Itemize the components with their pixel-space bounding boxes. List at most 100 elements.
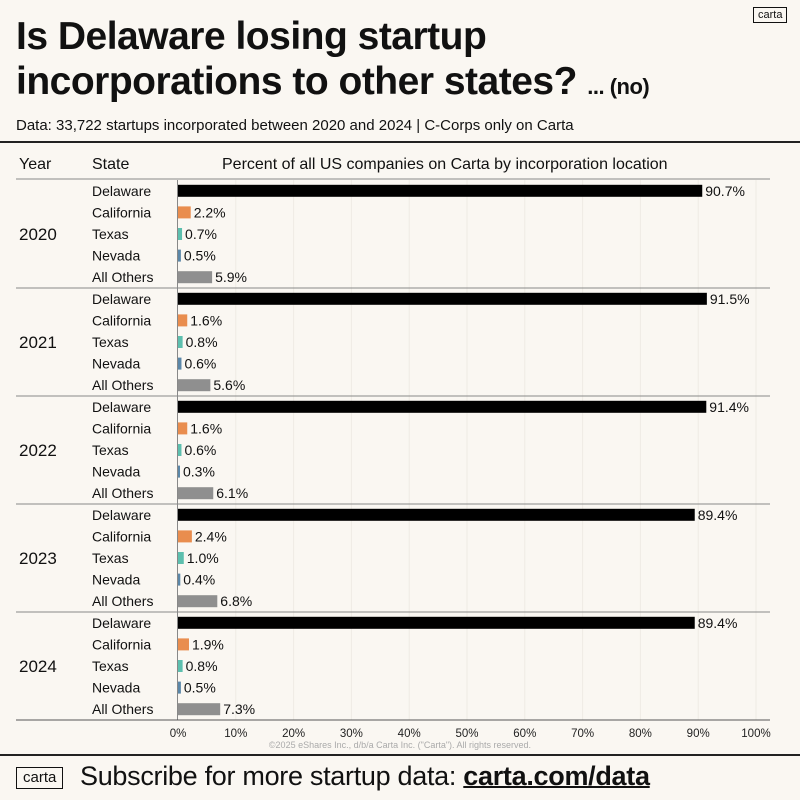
state-label: Texas: [92, 226, 129, 242]
bar-delaware: [178, 616, 695, 629]
bar-nevada: [178, 681, 181, 694]
bar-california: [178, 638, 189, 651]
page-title: Is Delaware losing startup incorporation…: [16, 14, 650, 109]
state-label: Nevada: [92, 680, 140, 696]
bar-delaware: [178, 292, 707, 305]
year-column-header: Year: [19, 156, 52, 173]
title-suffix: ... (no): [587, 74, 650, 99]
state-label: Nevada: [92, 248, 140, 264]
data-label: 7.3%: [223, 701, 255, 717]
state-label: California: [92, 528, 151, 544]
bar-delaware: [178, 508, 695, 521]
data-label: 6.1%: [216, 485, 248, 501]
state-label: All Others: [92, 377, 153, 393]
state-label: All Others: [92, 485, 153, 501]
footer-link[interactable]: carta.com/data: [463, 761, 650, 791]
x-tick-label: 80%: [629, 728, 652, 740]
year-label: 2023: [19, 549, 57, 568]
data-label: 0.5%: [184, 248, 216, 264]
data-label: 2.2%: [194, 204, 226, 220]
x-tick-label: 30%: [340, 728, 363, 740]
x-tick-label: 0%: [170, 728, 187, 740]
x-tick-label: 90%: [687, 728, 710, 740]
x-tick-label: 50%: [455, 728, 478, 740]
subtitle: Data: 33,722 startups incorporated betwe…: [16, 117, 574, 134]
state-label: All Others: [92, 701, 153, 717]
year-label: 2021: [19, 333, 57, 352]
data-label: 5.6%: [213, 377, 245, 393]
bar-texas: [178, 660, 183, 672]
footer-text: Subscribe for more startup data:: [80, 761, 464, 791]
bar-nevada: [178, 249, 181, 262]
state-column-header: State: [92, 156, 130, 173]
bar-all-others: [178, 487, 214, 500]
data-label: 91.4%: [709, 399, 749, 415]
title-line-1: Is Delaware losing startup: [16, 15, 487, 58]
state-label: Nevada: [92, 464, 140, 480]
data-label: 1.9%: [192, 636, 224, 652]
x-tick-label: 60%: [513, 728, 536, 740]
data-label: 0.8%: [186, 658, 218, 674]
data-label: 6.8%: [220, 593, 252, 609]
top-divider: [0, 141, 800, 143]
bar-texas: [178, 444, 182, 456]
bar-california: [178, 314, 188, 327]
data-label: 0.3%: [183, 464, 215, 480]
state-label: California: [92, 636, 151, 652]
state-label: California: [92, 420, 151, 436]
bar-all-others: [178, 379, 211, 392]
data-label: 0.6%: [184, 356, 216, 372]
bar-texas: [178, 552, 184, 564]
bar-nevada: [178, 357, 182, 370]
x-tick-label: 100%: [741, 728, 770, 740]
state-label: All Others: [92, 269, 153, 285]
data-label: 1.6%: [190, 420, 222, 436]
bar-california: [178, 422, 188, 435]
data-label: 0.8%: [186, 334, 218, 350]
carta-logo: carta: [753, 7, 788, 23]
bar-all-others: [178, 703, 221, 716]
bar-all-others: [178, 595, 218, 608]
state-label: California: [92, 204, 151, 220]
data-label: 0.5%: [184, 680, 216, 696]
state-label: Nevada: [92, 356, 140, 372]
state-label: All Others: [92, 593, 153, 609]
x-tick-label: 10%: [224, 728, 247, 740]
copyright: ©2025 eShares Inc., d/b/a Carta Inc. ("C…: [268, 740, 532, 750]
state-label: Delaware: [92, 399, 151, 415]
title-line-2: incorporations to other states?: [16, 60, 577, 103]
state-label: Texas: [92, 658, 129, 674]
carta-logo-footer: carta: [16, 767, 64, 789]
data-label: 0.4%: [183, 572, 215, 588]
chart-title: Percent of all US companies on Carta by …: [222, 156, 668, 173]
footer-cta: Subscribe for more startup data: carta.c…: [80, 761, 650, 792]
data-label: 1.6%: [190, 312, 222, 328]
bottom-divider: [0, 754, 800, 756]
state-label: Texas: [92, 442, 129, 458]
state-label: Delaware: [92, 615, 151, 631]
state-label: Texas: [92, 334, 129, 350]
data-label: 5.9%: [215, 269, 247, 285]
data-label: 90.7%: [705, 183, 745, 199]
x-tick-label: 70%: [571, 728, 594, 740]
x-tick-label: 40%: [398, 728, 421, 740]
bar-delaware: [178, 184, 703, 197]
data-label: 91.5%: [710, 291, 750, 307]
data-label: 89.4%: [698, 507, 738, 523]
state-label: Delaware: [92, 183, 151, 199]
x-tick-label: 20%: [282, 728, 305, 740]
data-label: 2.4%: [195, 528, 227, 544]
year-label: 2020: [19, 225, 57, 244]
data-label: 0.7%: [185, 226, 217, 242]
data-label: 89.4%: [698, 615, 738, 631]
bar-california: [178, 206, 191, 219]
bar-all-others: [178, 271, 213, 284]
data-label: 1.0%: [187, 550, 219, 566]
bar-nevada: [178, 573, 181, 586]
bar-texas: [178, 228, 183, 240]
state-label: Nevada: [92, 572, 140, 588]
state-label: Delaware: [92, 507, 151, 523]
data-label: 0.6%: [184, 442, 216, 458]
state-label: Delaware: [92, 291, 151, 307]
year-label: 2022: [19, 441, 57, 460]
